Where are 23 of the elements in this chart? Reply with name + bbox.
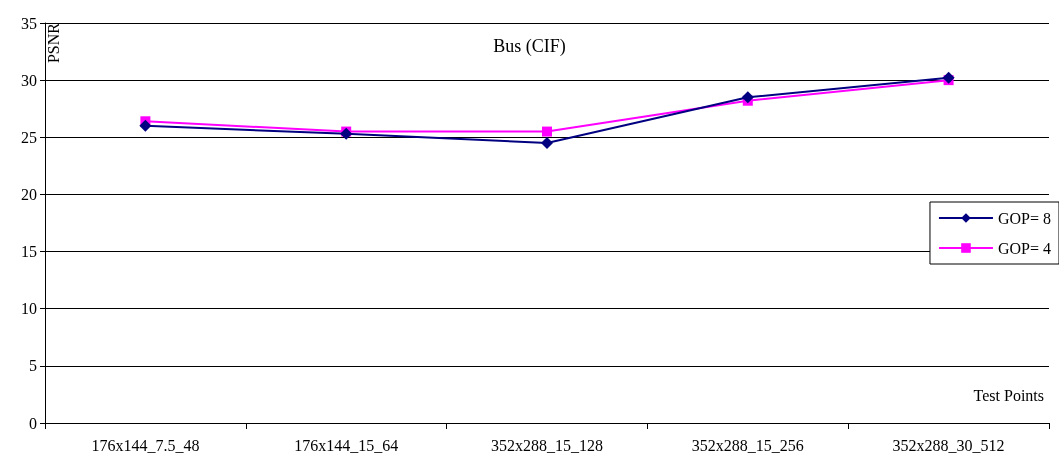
point [741, 91, 754, 104]
point [139, 119, 152, 132]
point [541, 137, 553, 149]
x-tick-label: 352x288_30_512 [892, 436, 1005, 454]
x-tick-label: 352x288_15_256 [691, 436, 804, 454]
legend-label: GOP= 4 [997, 239, 1051, 257]
point [942, 71, 955, 84]
y-tick-label: 5 [29, 357, 37, 375]
x-tick-label: 176x144_7.5_48 [91, 436, 200, 454]
legend-label: GOP= 8 [997, 209, 1051, 227]
y-tick-label: 15 [21, 243, 37, 261]
y-tick-label: 10 [21, 300, 37, 318]
y-tick-label: 20 [21, 185, 37, 203]
y-tick-label: 25 [21, 128, 37, 146]
y-tick-label: 30 [21, 71, 37, 89]
text: Bus (CIF) [493, 36, 566, 57]
y-tick-label: 35 [21, 14, 37, 32]
x-tick-label: 352x288_15_128 [491, 436, 603, 454]
y-axis-title: PSNR [44, 22, 62, 64]
x-axis-title: Test Points [973, 386, 1044, 404]
x-tick-label: 176x144_15_64 [294, 436, 399, 454]
point [542, 126, 552, 137]
y-tick-label: 0 [29, 414, 37, 432]
